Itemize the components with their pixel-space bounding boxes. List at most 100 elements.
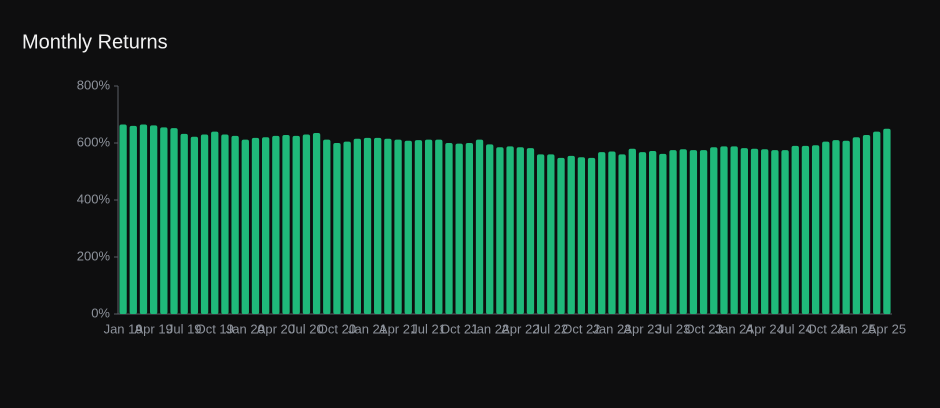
bar	[221, 134, 229, 314]
bar	[781, 150, 789, 314]
bar	[771, 150, 779, 314]
bar	[486, 144, 494, 314]
bar	[628, 148, 636, 314]
bar	[353, 138, 361, 314]
bar	[343, 141, 351, 314]
x-tick-label: Jan 23	[592, 321, 631, 336]
bar	[455, 143, 463, 314]
bar	[496, 147, 504, 314]
bar	[547, 154, 555, 314]
bar	[312, 133, 321, 314]
x-tick-label: Oct 23	[684, 321, 722, 336]
bar	[475, 139, 484, 314]
x-tick-label: Jul 22	[533, 321, 568, 336]
bar	[323, 139, 331, 314]
bar	[883, 128, 891, 314]
bar	[832, 140, 840, 314]
y-tick-label: 200%	[77, 248, 111, 263]
bar	[119, 124, 127, 314]
bar	[740, 148, 748, 314]
bar	[292, 135, 300, 314]
y-tick-label: 0%	[91, 305, 110, 320]
bar	[679, 149, 687, 314]
bar	[129, 125, 137, 315]
x-tick-label: Oct 22	[562, 321, 600, 336]
x-tick-label: Apr 22	[501, 321, 539, 336]
bar	[506, 146, 514, 314]
bar	[516, 147, 524, 314]
bar	[862, 135, 871, 314]
y-tick-label: 400%	[77, 191, 111, 206]
bar	[649, 150, 657, 314]
bar	[822, 141, 830, 314]
bar	[363, 137, 372, 314]
x-tick-label: Oct 21	[440, 321, 478, 336]
x-tick-label: Oct 19	[196, 321, 234, 336]
bar	[149, 125, 158, 314]
bar	[791, 145, 799, 314]
bar	[170, 128, 178, 314]
y-tick-label: 800%	[77, 77, 111, 92]
x-tick-label: Jul 21	[411, 321, 446, 336]
bar	[251, 137, 260, 314]
bar	[374, 137, 382, 314]
bar	[404, 140, 412, 314]
x-tick-label: Apr 21	[379, 321, 417, 336]
bar	[231, 135, 239, 314]
x-tick-label: Jul 23	[656, 321, 691, 336]
chart-title: Monthly Returns	[22, 31, 168, 53]
x-tick-label: Jan 24	[715, 321, 754, 336]
bar	[750, 148, 759, 314]
x-tick-label: Jul 19	[167, 321, 202, 336]
x-tick-label: Jan 21	[348, 321, 387, 336]
bar	[598, 152, 606, 314]
x-tick-label: Apr 24	[746, 321, 784, 336]
y-tick-label: 600%	[77, 134, 111, 149]
bar	[557, 157, 565, 314]
bar	[282, 135, 290, 314]
bar	[435, 139, 443, 314]
bar	[536, 154, 545, 314]
x-tick-label: Oct 24	[807, 321, 845, 336]
bar	[414, 140, 423, 314]
bar	[587, 157, 596, 314]
bar	[139, 124, 148, 314]
x-tick-label: Apr 19	[134, 321, 172, 336]
x-tick-label: Jul 24	[778, 321, 813, 336]
bar	[211, 131, 219, 314]
bar	[180, 133, 188, 314]
bar	[852, 137, 861, 314]
bar	[618, 154, 626, 314]
x-tick-label: Jul 20	[289, 321, 324, 336]
x-tick-label: Jan 20	[226, 321, 265, 336]
bar	[160, 127, 168, 314]
bar	[577, 157, 586, 314]
bar	[842, 140, 850, 314]
x-tick-label: Apr 20	[257, 321, 295, 336]
x-tick-label: Apr 25	[868, 321, 906, 336]
bar	[424, 139, 433, 314]
bar	[241, 139, 249, 314]
bar	[302, 134, 311, 314]
bar	[710, 147, 718, 314]
bar	[811, 145, 820, 314]
bar	[689, 150, 698, 314]
bar	[526, 148, 535, 314]
bar	[608, 151, 616, 314]
bar	[659, 153, 667, 314]
bar	[200, 134, 209, 314]
bar	[761, 149, 769, 314]
x-tick-label: Jan 19	[104, 321, 143, 336]
bar	[272, 135, 280, 314]
bar	[384, 138, 392, 314]
bar	[638, 152, 647, 314]
x-tick-label: Jan 25	[837, 321, 876, 336]
bar	[873, 131, 881, 314]
bar	[801, 145, 810, 314]
x-tick-label: Jan 22	[470, 321, 509, 336]
bar	[394, 139, 402, 314]
bar	[699, 150, 708, 314]
bar	[190, 136, 199, 314]
bar	[730, 146, 738, 314]
